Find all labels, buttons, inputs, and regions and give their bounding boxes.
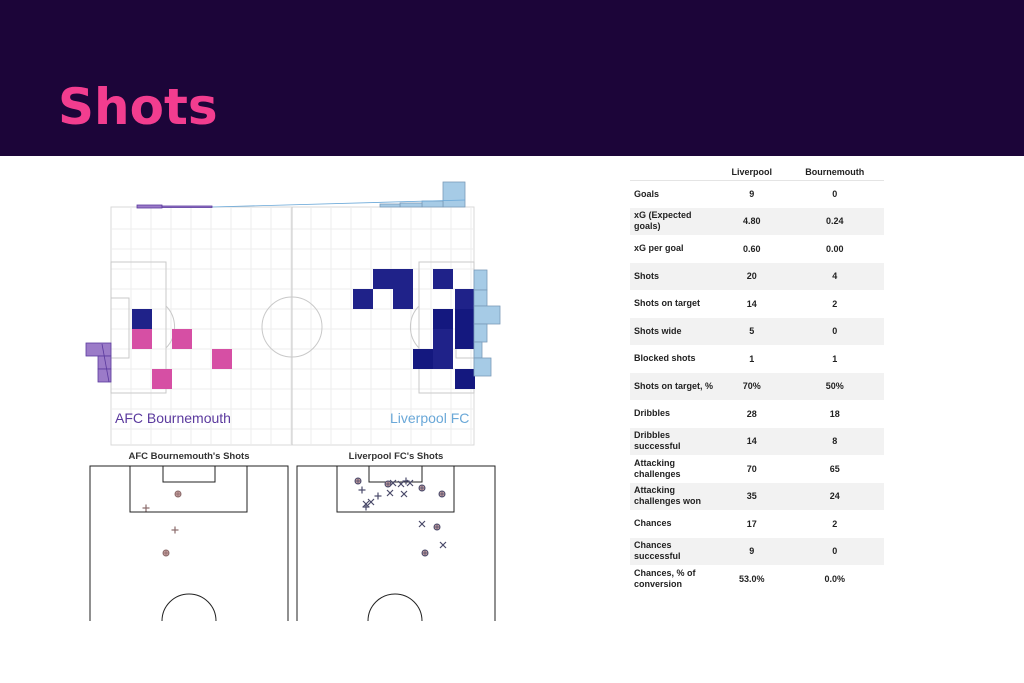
heatmap-cells-liverpool [353,269,475,389]
stat-label: Attacking challenges [634,457,681,479]
stat-label: xG per goal [634,243,684,254]
table-row: Goals 9 0 [630,180,884,208]
stat-bournemouth: 4 [785,262,884,290]
stat-liverpool: 35 [718,482,786,510]
stat-liverpool: 9 [749,189,755,199]
heatmap-cells-bournemouth [132,309,232,389]
table-row: xG per goal 0.60 0.00 [630,235,884,263]
page-title: Shots [58,78,218,136]
table-row: Chances successful 9 0 [630,537,884,565]
table-row: Attacking challenges 70 65 [630,455,884,483]
shotmap-liverpool [296,465,496,622]
stat-label: Dribbles successful [630,427,718,455]
stat-liverpool: 28 [746,408,757,419]
table-row: xG (Expected goals) 4.80 0.24 [630,207,884,235]
header-banner: Shots [0,0,1024,156]
stat-bournemouth: 1 [832,353,838,364]
stat-bournemouth: 0 [785,317,884,345]
home-team-label: AFC Bournemouth [115,410,231,426]
stat-label: Shots wide [630,317,718,345]
goal-histogram-liverpool [473,269,501,377]
away-team-label: Liverpool FC [390,410,470,426]
shotmap-title-liverpool: Liverpool FC's Shots [348,451,444,462]
shots-visualization: AFC Bournemouth Liverpool FC AFC Bournem… [0,156,600,683]
table-row: Chances, % of conversion 53.0% 0.0% [630,565,884,593]
column-header-label [630,166,718,181]
stat-bournemouth: 0.24 [785,207,884,235]
stat-label: Chances successful [630,537,718,565]
stat-label: Shots [630,262,718,290]
table-row: Dribbles successful 14 8 [630,427,884,455]
stat-label: Goals [634,188,660,199]
stat-bournemouth: 0.0% [824,573,846,584]
table-row: Shots wide 5 0 [630,317,884,345]
stat-bournemouth: 8 [785,427,884,455]
stat-label: Shots on target [634,298,701,309]
stat-liverpool: 1 [749,353,755,364]
stat-liverpool: 14 [746,298,757,309]
stat-liverpool: 14 [718,427,786,455]
stat-liverpool: 20 [718,262,786,290]
histograms-bournemouth [85,204,213,383]
match-stats-table: Liverpool Bournemouth Goals 9 0 xG (Expecte… [630,166,884,593]
table-row: Shots on target, % 70% 50% [630,372,884,400]
table-row: Shots on target 14 2 [630,290,884,318]
stat-label: Chances, % of conversion [634,567,696,589]
stat-bournemouth: 24 [785,482,884,510]
stat-label: Dribbles [634,408,671,419]
stat-bournemouth: 18 [829,408,840,419]
stat-bournemouth: 65 [829,463,840,474]
stat-label: Shots on target, % [630,372,718,400]
shotmap-bournemouth [89,465,289,622]
stat-bournemouth: 0 [785,537,884,565]
stat-liverpool: 4.80 [718,207,786,235]
pitch-graphics [85,181,501,622]
stat-bournemouth: 2 [832,298,838,309]
shotmap-title-bournemouth: AFC Bournemouth's Shots [128,451,250,462]
stat-bournemouth: 0 [832,189,838,199]
table-row: Chances 17 2 [630,510,884,538]
table-row: Blocked shots 1 1 [630,345,884,373]
stat-liverpool: 53.0% [739,573,765,584]
table-row: Shots 20 4 [630,262,884,290]
stat-label: Chances [634,518,672,529]
stat-liverpool: 70% [718,372,786,400]
stat-liverpool: 70 [746,463,757,474]
stat-label: Blocked shots [634,353,696,364]
stat-liverpool: 9 [718,537,786,565]
table-row: Attacking challenges won 35 24 [630,482,884,510]
stat-liverpool: 17 [746,518,757,529]
stat-bournemouth: 50% [785,372,884,400]
table-header-row: Liverpool Bournemouth [630,166,884,181]
stat-liverpool: 5 [718,317,786,345]
stat-bournemouth: 2 [832,518,838,529]
table-row: Dribbles 28 18 [630,400,884,428]
stat-label: xG (Expected goals) [630,207,718,235]
stat-label: Attacking challenges won [630,482,718,510]
stat-liverpool: 0.60 [743,243,761,254]
stat-bournemouth: 0.00 [826,243,844,254]
column-header-liverpool: Liverpool [718,166,786,181]
column-header-bournemouth: Bournemouth [785,166,884,181]
top-histogram-liverpool [211,181,466,208]
